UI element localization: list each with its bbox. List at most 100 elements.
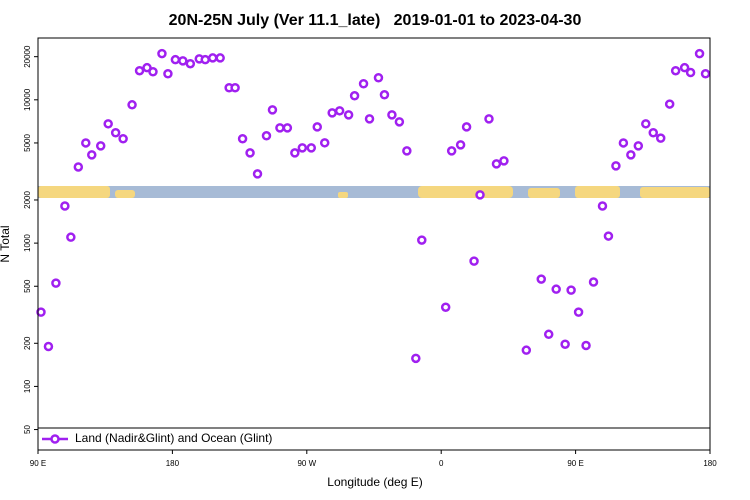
- data-point: [87, 150, 97, 160]
- data-point: [455, 140, 466, 150]
- y-axis-label: N Total: [0, 225, 12, 262]
- data-point: [491, 159, 502, 169]
- data-point: [207, 53, 218, 63]
- data-point: [618, 138, 629, 148]
- x-tick-label: 180: [166, 459, 180, 468]
- y-tick-label: 200: [23, 336, 32, 350]
- data-point: [417, 235, 427, 245]
- data-point: [230, 82, 240, 93]
- data-point: [142, 62, 152, 73]
- y-tick-label: 20000: [23, 45, 32, 68]
- data-point: [148, 66, 158, 77]
- data-point: [446, 146, 457, 156]
- data-point: [499, 156, 509, 166]
- data-point: [349, 91, 360, 101]
- data-point: [267, 105, 278, 115]
- legend-label: Land (Nadir&Glint) and Ocean (Glint): [75, 431, 272, 445]
- data-point: [543, 329, 554, 340]
- data-point: [36, 307, 46, 317]
- data-point: [163, 69, 173, 79]
- data-point: [252, 169, 263, 179]
- chart-title: 20N-25N July (Ver 11.1_late) 2019-01-01 …: [169, 12, 582, 29]
- data-point: [103, 119, 113, 129]
- data-point: [521, 345, 532, 355]
- x-tick-label: 90 E: [30, 459, 46, 468]
- data-point: [626, 150, 636, 160]
- data-point: [66, 232, 76, 242]
- legend: Land (Nadir&Glint) and Ocean (Glint): [37, 427, 711, 451]
- data-point: [127, 100, 137, 110]
- data-point: [170, 54, 181, 65]
- y-tick-label: 100: [23, 379, 32, 393]
- map-strip: [38, 186, 710, 198]
- data-point: [215, 53, 225, 63]
- data-point: [73, 162, 84, 172]
- data-point: [81, 138, 91, 148]
- data-point: [484, 114, 494, 124]
- data-point: [536, 274, 547, 284]
- data-point: [306, 143, 317, 153]
- y-tick-label: 1000: [23, 234, 32, 252]
- data-point: [573, 307, 584, 317]
- data-point: [343, 110, 354, 120]
- data-point: [655, 133, 666, 143]
- data-point: [178, 56, 188, 66]
- data-point: [633, 141, 644, 151]
- data-point: [297, 143, 308, 153]
- data-point: [200, 54, 211, 65]
- data-point: [358, 79, 369, 89]
- y-tick-label: 2000: [23, 191, 32, 209]
- data-point: [603, 231, 614, 241]
- x-tick-label: 0: [439, 459, 444, 468]
- y-tick-label: 50: [23, 425, 32, 434]
- data-point: [469, 256, 479, 266]
- data-point: [694, 48, 705, 59]
- data-point: [461, 122, 472, 132]
- data-point: [110, 128, 121, 138]
- data-point: [581, 340, 591, 351]
- data-point: [261, 131, 272, 141]
- data-point: [60, 201, 70, 211]
- data-point: [237, 133, 248, 144]
- data-point: [611, 161, 621, 171]
- data-point: [134, 65, 145, 76]
- data-point: [597, 201, 608, 211]
- data-point: [475, 190, 485, 200]
- data-point: [43, 341, 54, 352]
- data-point: [679, 62, 690, 73]
- data-point: [588, 277, 599, 287]
- y-tick-label: 10000: [23, 88, 32, 111]
- data-point: [394, 117, 405, 127]
- data-point: [440, 302, 451, 312]
- data-point: [290, 148, 300, 158]
- data-point: [157, 48, 167, 59]
- data-point: [319, 138, 330, 148]
- data-point: [648, 128, 659, 138]
- data-point: [685, 67, 696, 78]
- data-point: [245, 148, 255, 158]
- data-point: [118, 133, 128, 144]
- data-point: [334, 106, 345, 116]
- data-point: [282, 123, 293, 133]
- data-point: [402, 146, 412, 156]
- x-axis-label: Longitude (deg E): [327, 475, 422, 489]
- x-tick-label: 180: [703, 459, 717, 468]
- data-point: [387, 110, 397, 120]
- data-point: [566, 285, 576, 295]
- data-point: [551, 284, 561, 294]
- data-point: [664, 99, 675, 109]
- legend-marker: [50, 434, 60, 444]
- data-point: [364, 114, 375, 124]
- data-point: [373, 72, 384, 83]
- data-point: [275, 123, 285, 133]
- data-point: [51, 278, 61, 288]
- data-point: [327, 108, 337, 118]
- x-tick-label: 90 E: [567, 459, 583, 468]
- data-point: [379, 90, 390, 100]
- data-point: [185, 58, 196, 69]
- legend-box: [37, 427, 711, 451]
- data-point: [312, 122, 323, 132]
- data-point: [700, 69, 711, 79]
